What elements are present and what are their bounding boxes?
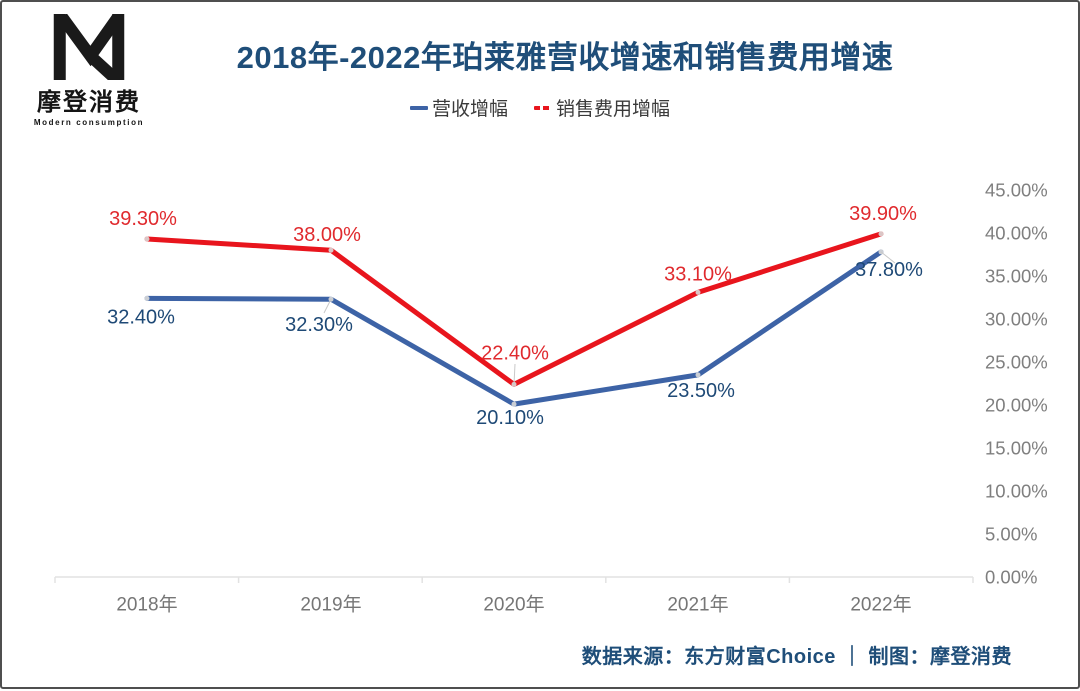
revenue-line-marker-icon xyxy=(409,105,428,110)
svg-text:2022年: 2022年 xyxy=(850,594,911,616)
svg-text:2019年: 2019年 xyxy=(300,594,361,616)
svg-text:22.40%: 22.40% xyxy=(481,342,549,364)
svg-text:2021年: 2021年 xyxy=(667,594,728,616)
svg-text:33.10%: 33.10% xyxy=(664,263,732,285)
svg-text:20.00%: 20.00% xyxy=(985,395,1048,416)
legend-item-revenue-growth: 营收增幅 xyxy=(409,94,508,121)
svg-text:10.00%: 10.00% xyxy=(985,481,1048,502)
expense-line-marker-icon xyxy=(534,105,552,110)
svg-text:23.50%: 23.50% xyxy=(667,380,735,402)
svg-text:32.30%: 32.30% xyxy=(285,314,353,336)
svg-text:39.30%: 39.30% xyxy=(109,208,177,230)
logo: 摩登消费 Modern consumption xyxy=(28,14,150,127)
svg-text:38.00%: 38.00% xyxy=(293,224,361,246)
svg-text:30.00%: 30.00% xyxy=(985,309,1048,330)
svg-text:20.10%: 20.10% xyxy=(476,407,544,429)
data-source: 数据来源：东方财富Choice ｜ 制图：摩登消费 xyxy=(581,646,1012,668)
logo-name-cn: 摩登消费 xyxy=(37,89,141,116)
legend-label: 销售费用增幅 xyxy=(556,99,671,120)
legend-item-expense-growth: 销售费用增幅 xyxy=(534,94,670,121)
svg-text:35.00%: 35.00% xyxy=(985,266,1048,287)
svg-text:37.80%: 37.80% xyxy=(855,259,923,281)
svg-text:39.90%: 39.90% xyxy=(849,203,917,225)
svg-text:45.00%: 45.00% xyxy=(985,180,1048,201)
svg-text:2018年: 2018年 xyxy=(116,594,177,616)
svg-text:0.00%: 0.00% xyxy=(985,567,1037,588)
legend-label: 营收增幅 xyxy=(431,99,508,120)
svg-text:5.00%: 5.00% xyxy=(985,524,1037,545)
svg-text:40.00%: 40.00% xyxy=(985,223,1048,244)
svg-text:25.00%: 25.00% xyxy=(985,352,1048,373)
logo-m-icon xyxy=(53,14,125,80)
svg-text:15.00%: 15.00% xyxy=(985,438,1048,459)
chart-legend: 营收增幅 销售费用增幅 xyxy=(2,94,1078,121)
page-title: 2018年-2022年珀莱雅营收增速和销售费用增速 xyxy=(236,40,894,75)
logo-name-en: Modern consumption xyxy=(33,118,145,127)
svg-text:32.40%: 32.40% xyxy=(107,306,175,328)
svg-text:2020年: 2020年 xyxy=(483,594,544,616)
